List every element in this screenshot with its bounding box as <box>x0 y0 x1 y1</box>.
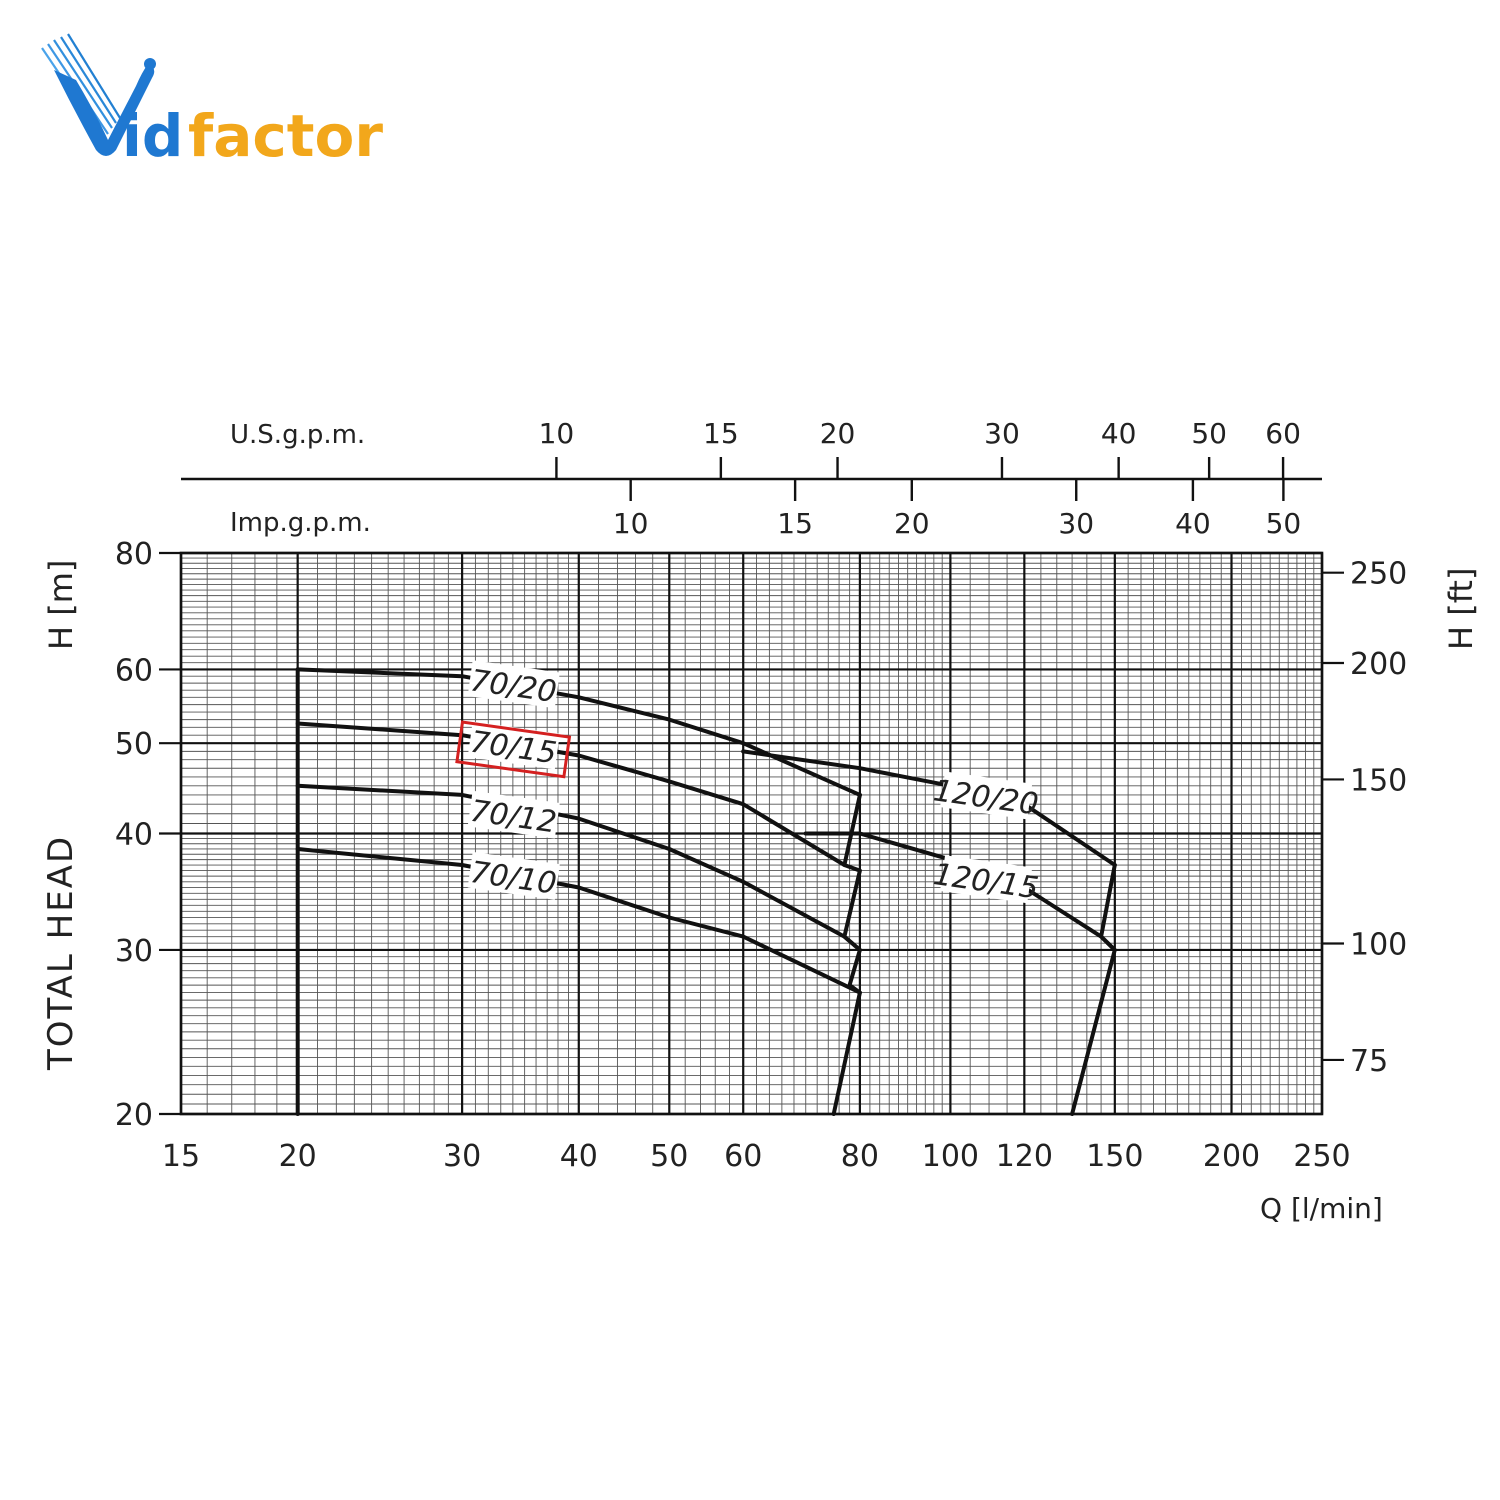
bird-wing-icon <box>41 33 156 156</box>
brand-text-orange: factor <box>188 102 383 170</box>
impgpm-tick-label: 10 <box>613 507 649 540</box>
plot-frame <box>179 551 1324 1116</box>
usgpm-tick-label: 15 <box>703 417 739 450</box>
x-tick-label: 15 <box>162 1139 200 1174</box>
usgpm-tick-label: 60 <box>1265 417 1301 450</box>
usgpm-tick-label: 10 <box>539 417 575 450</box>
x-tick-label: 40 <box>560 1139 598 1174</box>
right-tick-label: 150 <box>1350 763 1407 798</box>
impgpm-tick-label: 20 <box>894 507 930 540</box>
y-axis-tick-labels: 20 30 40 50 60 80 <box>115 537 153 1133</box>
highlight-box <box>455 720 572 779</box>
usgpm-tick-label: 20 <box>820 417 856 450</box>
impgpm-axis-label: Imp.g.p.m. <box>230 508 371 538</box>
x-tick-label: 50 <box>650 1139 688 1174</box>
curve-70-15 <box>295 721 847 867</box>
x-tick-label: 150 <box>1086 1139 1143 1174</box>
usgpm-axis-label: U.S.g.p.m. <box>230 420 365 450</box>
y-tick-label: 50 <box>115 727 153 762</box>
pump-curves <box>295 667 1117 1116</box>
x-tick-label: 200 <box>1203 1139 1260 1174</box>
usgpm-tick-label: 50 <box>1191 417 1227 450</box>
y-tick-label: 30 <box>115 934 153 969</box>
curve-70-20 <box>295 667 862 797</box>
x-tick-label: 80 <box>841 1139 879 1174</box>
curve-label-group: 70/20 <box>467 660 560 710</box>
x-axis-title: Q [l/min] <box>1260 1192 1383 1225</box>
usgpm-tick-label: 30 <box>984 417 1020 450</box>
right-tick-label: 250 <box>1350 557 1407 592</box>
x-tick-label: 120 <box>996 1139 1053 1174</box>
right-tick-label: 100 <box>1350 927 1407 962</box>
x-tick-label: 60 <box>724 1139 762 1174</box>
y-tick-label: 60 <box>115 653 153 688</box>
right-axis-ticks: 75 100 150 200 250 <box>1322 557 1407 1079</box>
y-tick-label: 80 <box>115 537 153 572</box>
curve-label-bg <box>467 851 560 900</box>
impgpm-tick-label: 40 <box>1175 507 1211 540</box>
y-axis-unit: H [m] <box>42 560 80 650</box>
x-tick-label: 250 <box>1293 1139 1350 1174</box>
curve-boundary <box>831 792 862 1116</box>
right-tick-label: 200 <box>1350 647 1407 682</box>
curve-label: 70/10 <box>468 855 558 902</box>
right-axis-unit: H [ft] <box>1442 568 1480 650</box>
curve-70-10 <box>295 847 862 995</box>
x-tick-label: 100 <box>922 1139 979 1174</box>
x-axis-tick-labels: 15 20 30 40 50 60 80 100 120 150 200 250 <box>162 1139 1351 1174</box>
curve-label-group: 70/12 <box>467 790 560 840</box>
impgpm-tick-label: 50 <box>1266 507 1302 540</box>
top-flow-axes: 10 15 20 30 40 50 60 10 15 20 30 40 50 <box>181 417 1322 540</box>
curve-label-bg <box>940 855 1033 904</box>
x-tick-label: 20 <box>279 1139 317 1174</box>
vidfactor-logo: id factor <box>41 33 383 170</box>
brand-text-blue: id <box>122 102 183 170</box>
usgpm-tick-label: 40 <box>1101 417 1137 450</box>
impgpm-tick-label: 30 <box>1058 507 1094 540</box>
y-tick-label: 20 <box>115 1098 153 1133</box>
impgpm-tick-label: 15 <box>777 507 813 540</box>
curve-boundary <box>1070 863 1117 1116</box>
y-axis-title: TOTAL HEAD <box>41 835 81 1071</box>
right-tick-label: 75 <box>1350 1044 1388 1079</box>
curve-label-bg <box>467 790 560 839</box>
curve-label-bg <box>467 660 560 709</box>
curve-label-bg <box>940 771 1033 820</box>
y-tick-label: 40 <box>115 818 153 853</box>
x-tick-label: 30 <box>443 1139 481 1174</box>
